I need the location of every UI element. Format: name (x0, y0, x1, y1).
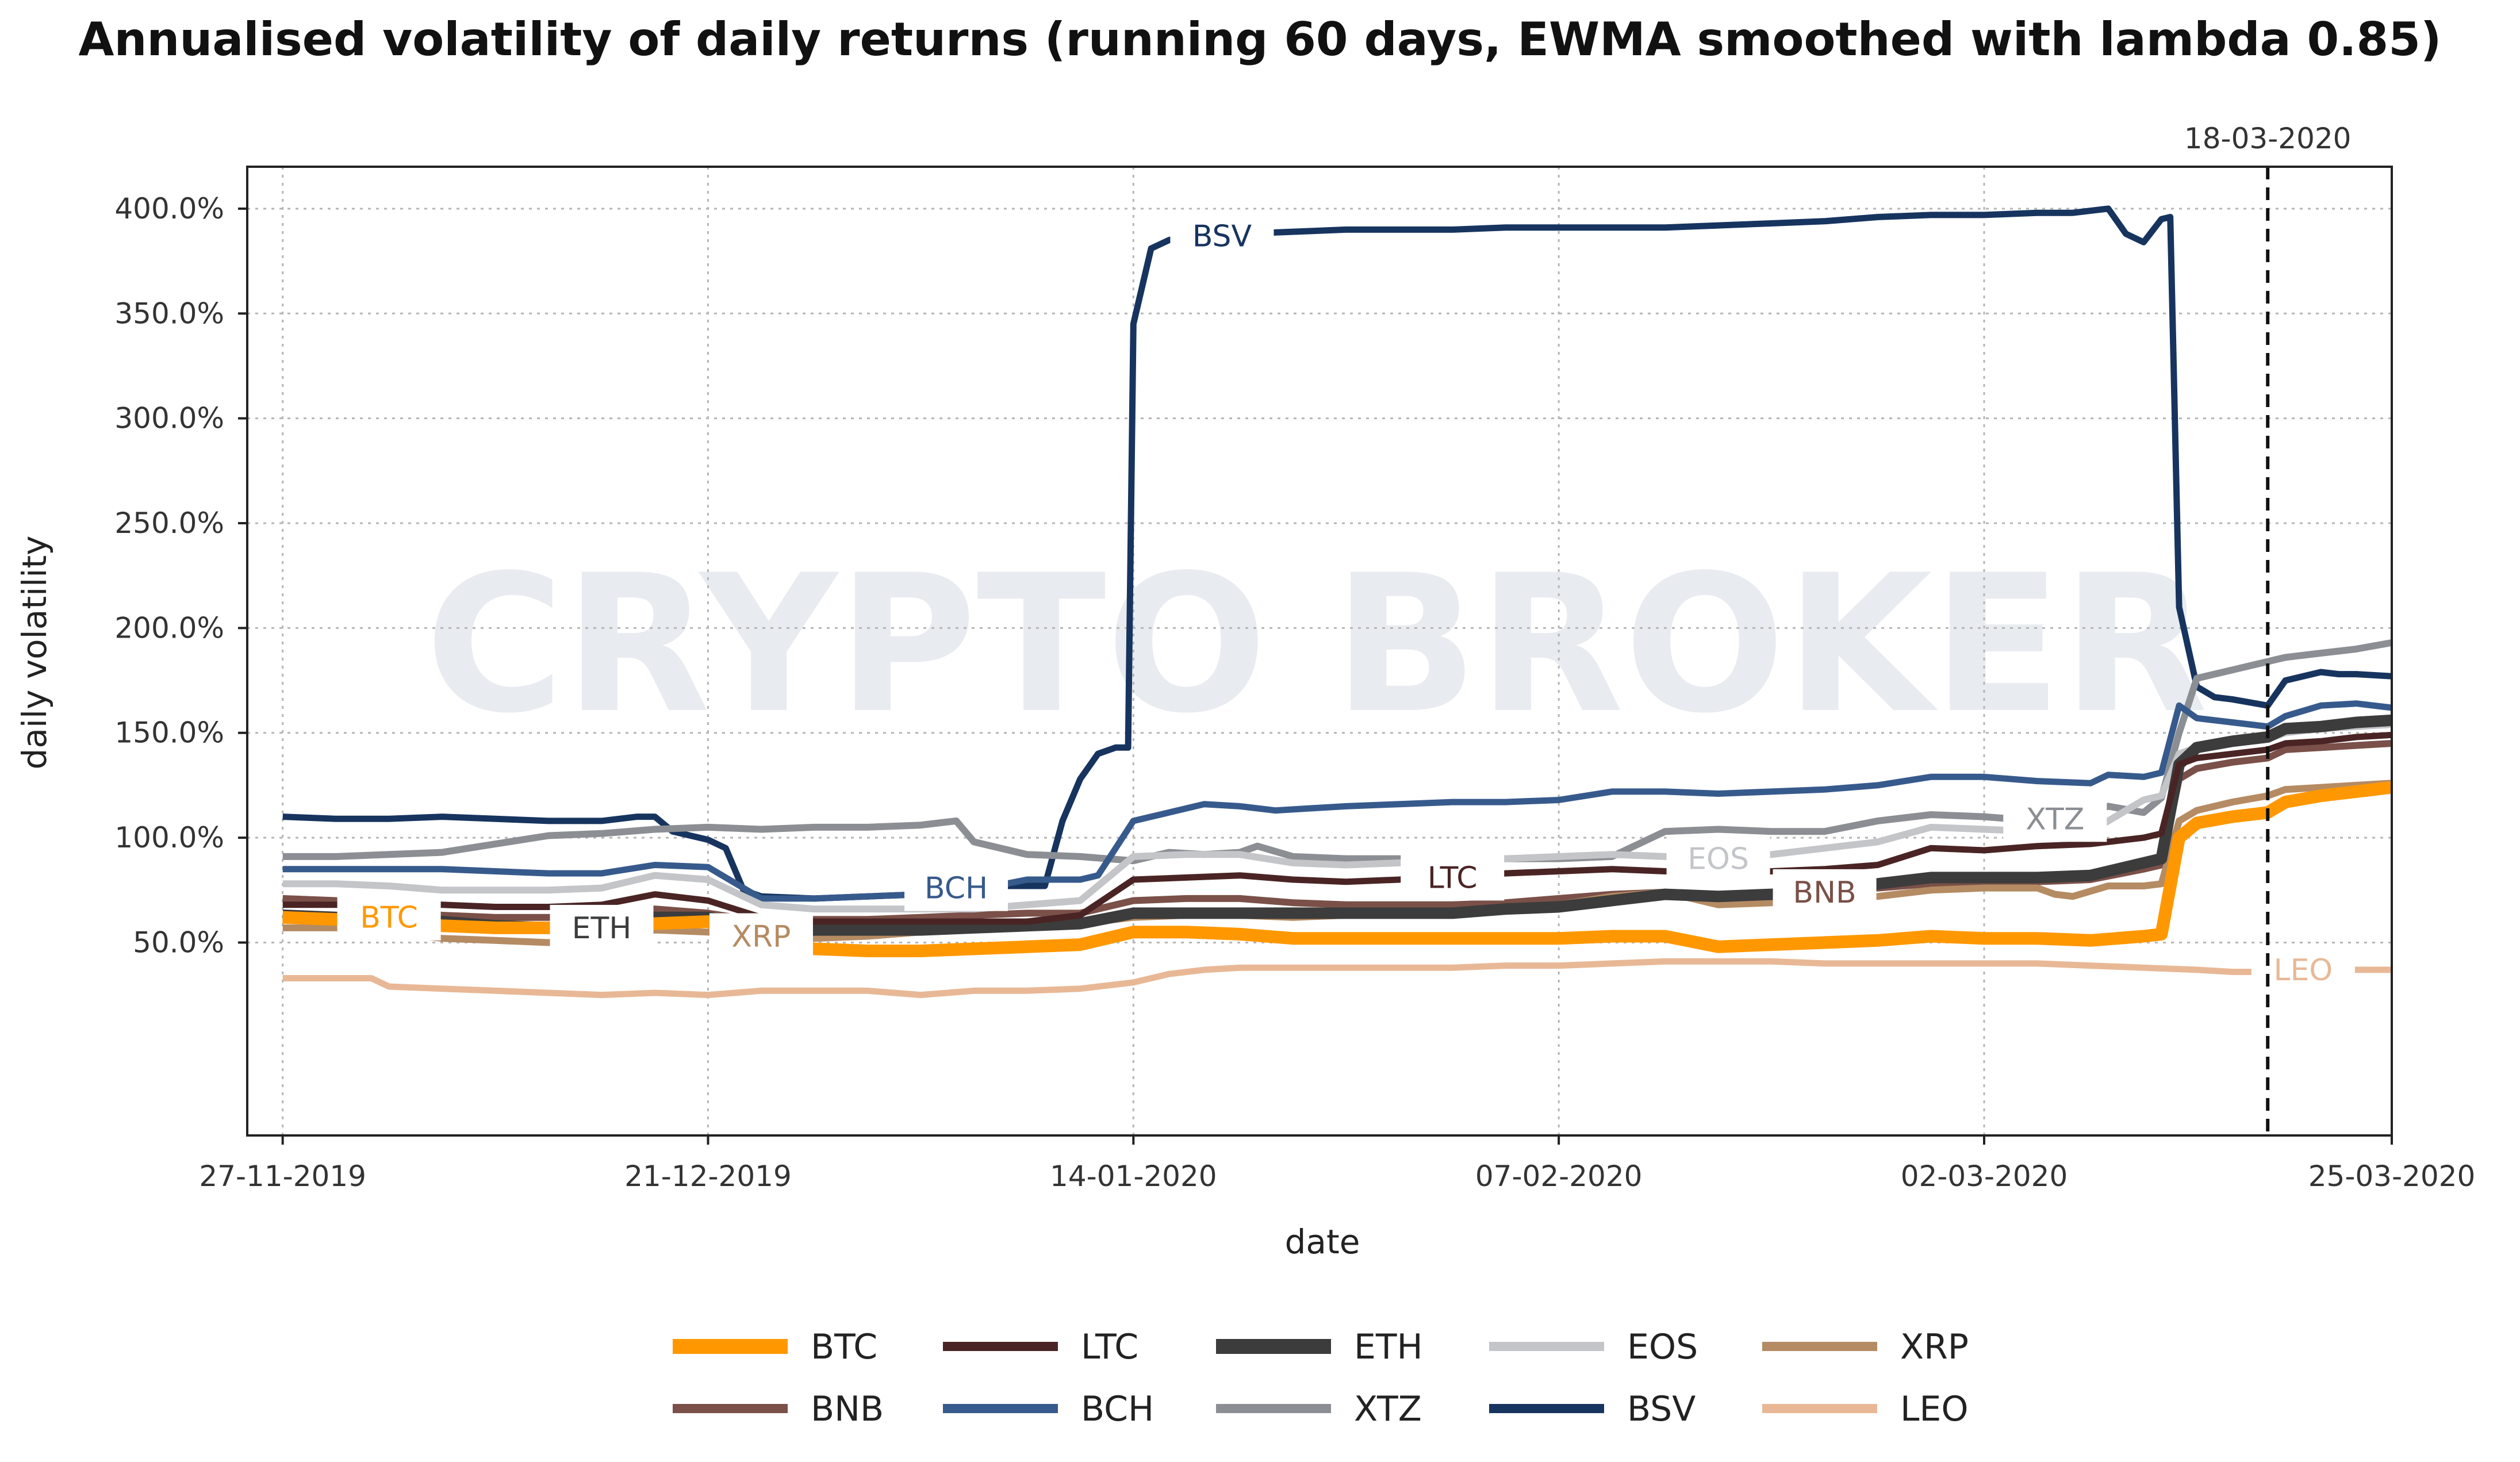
series-label-bg (709, 913, 813, 960)
y-tick-label: 400.0% (114, 192, 224, 225)
series-inline-label-bsv: BSV (1170, 213, 1274, 259)
watermark-text: CRYPTO BROKER (425, 534, 2208, 755)
legend-label: EOS (1627, 1327, 1698, 1367)
series-label-layer: BTC LTC ETH EOS XRP BNB BCH XTZ BSV LEO (337, 213, 2355, 993)
legend-item-bnb: BNB (673, 1389, 884, 1429)
legend-item-btc: BTC (673, 1327, 877, 1367)
legend-label: BNB (811, 1389, 884, 1429)
series-inline-label-xrp: XRP (709, 913, 813, 960)
x-tick-label: 21-12-2019 (624, 1160, 792, 1193)
legend-label: LEO (1900, 1389, 1969, 1429)
series-label-bg (904, 865, 1008, 911)
y-tick-label: 350.0% (114, 297, 224, 330)
legend-item-ltc: LTC (943, 1327, 1138, 1367)
series-label-text: BSV (1192, 219, 1252, 254)
series-label-text: LEO (2273, 953, 2333, 988)
series-label-bg (1773, 869, 1877, 915)
series-line-leo (282, 958, 2392, 999)
legend-item-leo: LEO (1762, 1389, 1969, 1429)
series-label-text: BCH (925, 872, 988, 906)
legend-item-xtz: XTZ (1216, 1389, 1422, 1429)
legend-label: XRP (1900, 1327, 1969, 1367)
series-label-bg (2003, 796, 2107, 842)
series-line-bsv (282, 205, 2392, 902)
y-tick-label: 150.0% (114, 716, 224, 750)
legend-label: BSV (1627, 1389, 1696, 1429)
y-tick-label: 50.0% (133, 926, 224, 959)
series-inline-label-eos: EOS (1666, 835, 1770, 882)
series-line-btc (282, 781, 2393, 957)
series-line-bch (282, 700, 2392, 902)
x-axis-title: date (1285, 1222, 1360, 1261)
plot-frame (246, 166, 2393, 1137)
legend-label: BTC (811, 1327, 877, 1367)
series-label-text: XRP (731, 920, 791, 954)
legend-label: XTZ (1354, 1389, 1422, 1429)
series-label-bg (1170, 213, 1274, 259)
series-label-text: BTC (360, 901, 418, 935)
series-label-text: EOS (1687, 842, 1749, 877)
x-tick-label: 14-01-2020 (1050, 1160, 1217, 1193)
legend-item-bsv: BSV (1489, 1389, 1696, 1429)
x-tick-label: 27-11-2019 (199, 1160, 366, 1193)
series-inline-label-eth: ETH (550, 904, 654, 951)
series-label-text: ETH (572, 911, 632, 946)
legend-item-eth: ETH (1216, 1327, 1423, 1367)
legend: BTC LTC ETH EOS XRP BNB BCH XTZ BSV LEO (673, 1327, 1969, 1429)
legend-label: BCH (1081, 1389, 1154, 1429)
series-label-bg (550, 904, 654, 951)
series-label-text: BNB (1793, 876, 1856, 910)
series-label-bg (1401, 854, 1505, 901)
legend-item-bch: BCH (943, 1389, 1154, 1429)
x-tick-label: 07-02-2020 (1475, 1160, 1643, 1193)
y-axis-ticks: 50.0% 100.0% 150.0% 200.0% 250.0% 300.0% 350.0… (114, 192, 247, 959)
y-tick-label: 250.0% (114, 506, 224, 540)
series-inline-label-ltc: LTC (1401, 854, 1505, 901)
series-inline-label-bch: BCH (904, 865, 1008, 911)
series-label-bg (337, 894, 441, 941)
series-inline-label-bnb: BNB (1773, 869, 1877, 915)
y-axis-title: daily volatility (15, 536, 54, 770)
series-label-bg (1666, 835, 1770, 882)
series-label-text: XTZ (2026, 802, 2084, 836)
legend-label: ETH (1354, 1327, 1423, 1367)
x-axis-ticks: 27-11-2019 21-12-2019 14-01-2020 07-02-2020… (199, 1135, 2475, 1193)
marker-date-label: 18-03-2020 (2184, 122, 2352, 155)
chart-title: Annualised volatility of daily returns (… (78, 13, 2442, 66)
legend-label: LTC (1081, 1327, 1138, 1367)
series-label-text: LTC (1428, 861, 1478, 895)
x-tick-label: 25-03-2020 (2308, 1160, 2476, 1193)
series-inline-label-btc: BTC (337, 894, 441, 941)
y-tick-label: 200.0% (114, 611, 224, 644)
y-tick-label: 100.0% (114, 821, 224, 854)
series-inline-label-xtz: XTZ (2003, 796, 2107, 842)
y-tick-label: 300.0% (114, 402, 224, 435)
x-tick-label: 02-03-2020 (1901, 1160, 2068, 1193)
legend-item-eos: EOS (1489, 1327, 1698, 1367)
legend-item-xrp: XRP (1762, 1327, 1969, 1367)
